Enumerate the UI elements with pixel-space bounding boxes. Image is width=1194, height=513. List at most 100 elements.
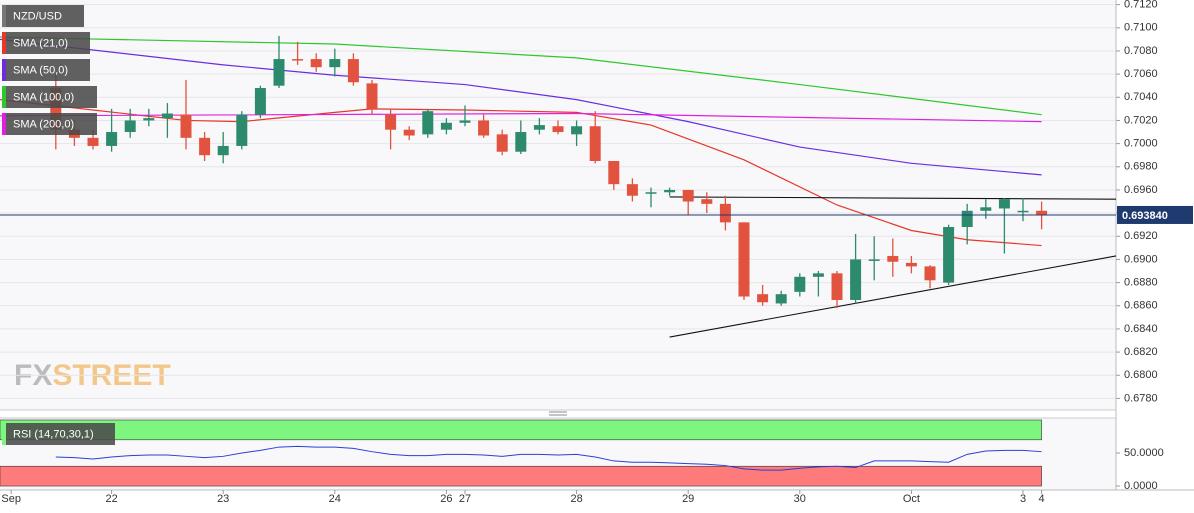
y-tick-label: 0.6880 <box>1124 277 1158 289</box>
candle-body <box>552 126 564 133</box>
candle-body <box>422 111 434 135</box>
legend-swatch <box>2 5 6 27</box>
y-tick-label: 0.6820 <box>1124 346 1158 358</box>
candle-body <box>645 192 657 194</box>
candle-body <box>980 207 992 211</box>
y-tick-label: 0.7080 <box>1124 45 1158 57</box>
last-price-box <box>1117 205 1193 224</box>
x-tick-label: 24 <box>329 493 341 505</box>
legend-box <box>2 86 97 108</box>
candle-body <box>998 199 1010 209</box>
legend-label: RSI (14,70,30,1) <box>13 428 94 440</box>
legend-box <box>2 5 84 27</box>
candle-body <box>682 189 694 202</box>
candle-body <box>347 59 359 83</box>
legend-box <box>2 32 90 54</box>
y-tick-label: 0.7120 <box>1124 0 1158 11</box>
y-tick-label: 0.6980 <box>1124 161 1158 173</box>
y-tick-label: 0.7040 <box>1124 91 1158 103</box>
candle-body <box>757 294 769 303</box>
candle-body <box>459 120 471 123</box>
sma-line <box>0 38 1042 176</box>
y-tick-label: 0.6960 <box>1124 184 1158 196</box>
x-tick-label: Sep <box>1 493 21 505</box>
sma-line <box>0 36 1042 116</box>
legend-label: SMA (200,0) <box>13 118 74 130</box>
candle-body <box>366 83 378 109</box>
candle-body <box>608 160 620 185</box>
legend-label: SMA (50,0) <box>13 64 68 76</box>
candle-body <box>478 120 490 136</box>
x-tick-label: 26 <box>440 493 452 505</box>
rsi-band <box>0 419 1042 441</box>
legend-swatch <box>2 113 6 135</box>
trend-line <box>669 255 1117 338</box>
y-tick-label: 0.0000 <box>1124 480 1158 492</box>
candle-body <box>589 126 601 161</box>
candle-body <box>385 114 397 130</box>
candle-body <box>961 210 973 228</box>
rsi-band <box>0 465 1042 487</box>
legend-label: SMA (100,0) <box>13 91 74 103</box>
candle-body <box>775 294 787 304</box>
candle-body <box>738 222 750 297</box>
candle-body <box>664 189 676 193</box>
candle-body <box>701 199 713 204</box>
y-tick-label: 0.7100 <box>1124 22 1158 34</box>
candle-body <box>831 273 843 300</box>
x-tick-label: 4 <box>1039 493 1045 505</box>
sma-line <box>0 99 1042 247</box>
x-tick-label: 28 <box>570 493 582 505</box>
candle-body <box>626 184 638 196</box>
y-tick-label: 0.6900 <box>1124 253 1158 265</box>
candle-body <box>87 137 99 146</box>
candle-body <box>106 132 118 146</box>
legend-label: NZD/USD <box>13 10 62 22</box>
candle-body <box>143 118 155 121</box>
candle-body <box>719 203 731 223</box>
candle-body <box>180 114 192 138</box>
rsi-line <box>55 445 1042 471</box>
candle-body <box>571 126 583 135</box>
splitter[interactable] <box>549 411 567 416</box>
legend-swatch <box>2 86 6 108</box>
y-tick-label: 50.0000 <box>1124 447 1164 459</box>
x-tick-label: Oct <box>903 493 920 505</box>
candle-body <box>850 259 862 300</box>
candle-body <box>254 88 266 115</box>
candle-body <box>329 59 341 68</box>
candle-body <box>794 276 806 292</box>
x-tick-label: 29 <box>682 493 694 505</box>
legend-box <box>2 59 90 81</box>
x-tick-label: 3 <box>1020 493 1026 505</box>
candle-body <box>440 122 452 130</box>
candle-body <box>217 145 229 156</box>
candle-body <box>533 125 545 130</box>
y-tick-label: 0.6800 <box>1124 369 1158 381</box>
legend-label: SMA (21,0) <box>13 37 68 49</box>
legend-box <box>2 423 115 445</box>
x-tick-label: 27 <box>459 493 471 505</box>
y-tick-label: 0.7060 <box>1124 68 1158 80</box>
candle-body <box>515 132 527 152</box>
last-price-label: 0.693840 <box>1122 210 1168 222</box>
legend-box <box>2 113 97 135</box>
legend-swatch <box>2 59 6 81</box>
y-tick-label: 0.6860 <box>1124 300 1158 312</box>
y-tick-label: 0.6780 <box>1124 392 1158 404</box>
candle-body <box>496 134 508 152</box>
candle-body <box>199 137 211 156</box>
candle-body <box>905 262 917 267</box>
candle-body <box>1036 210 1048 216</box>
price-panel <box>0 0 1116 410</box>
candle-body <box>868 259 880 261</box>
x-tick-label: 23 <box>217 493 229 505</box>
x-tick-label: 30 <box>794 493 806 505</box>
y-tick-label: 0.6920 <box>1124 230 1158 242</box>
candle-body <box>1017 210 1029 213</box>
x-tick-label: 22 <box>105 493 117 505</box>
sma-line <box>0 112 1042 123</box>
candle-body <box>124 120 136 133</box>
